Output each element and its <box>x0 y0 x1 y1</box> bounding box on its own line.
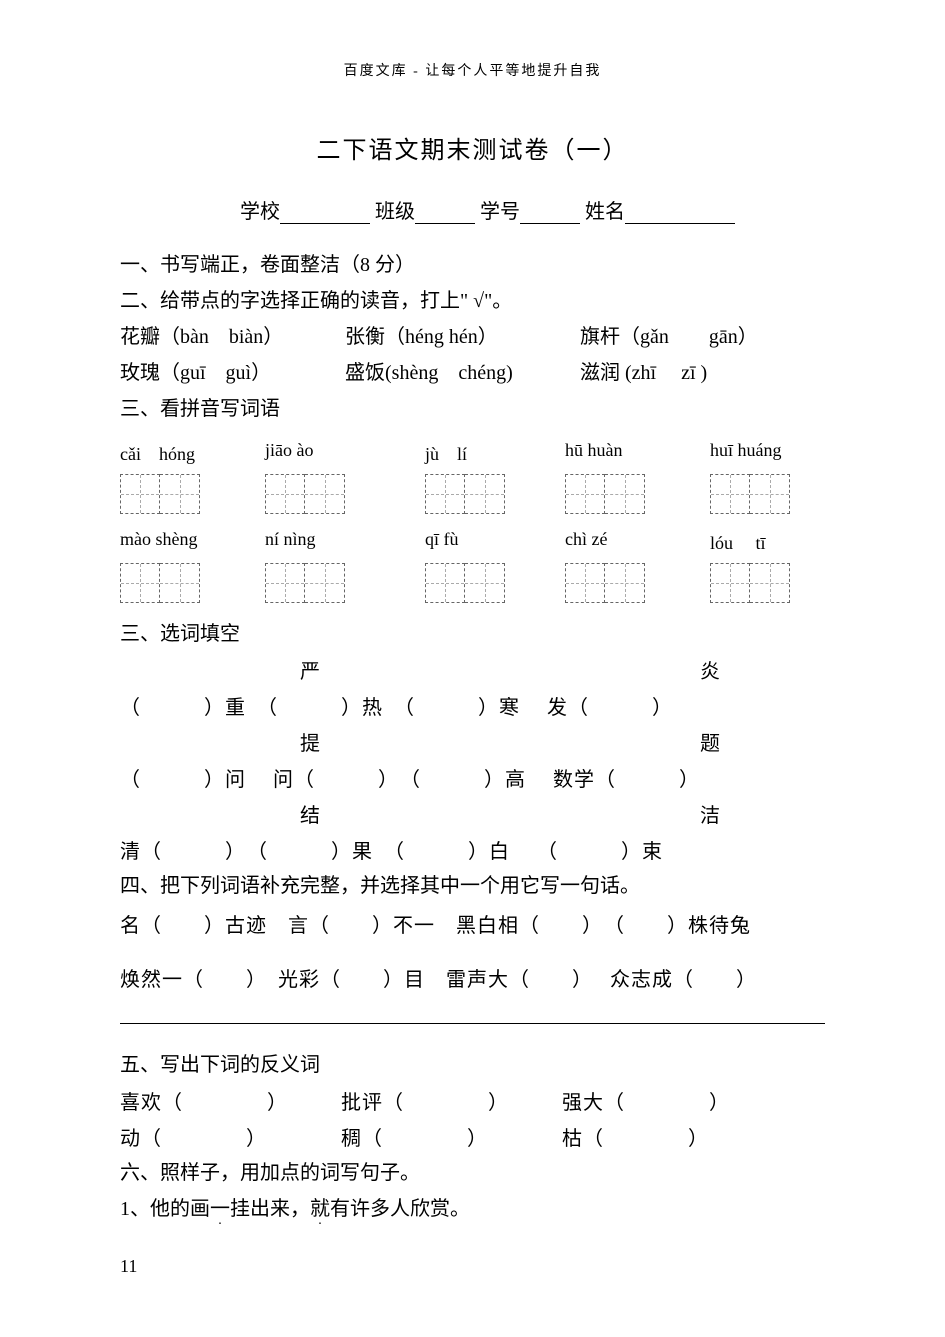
name-blank <box>625 223 735 224</box>
char-box-pair <box>425 474 505 514</box>
pinyin-row-2: mào shèng ní nìng qī fù chì zé lóu tī <box>120 529 825 555</box>
char-box <box>710 563 750 603</box>
char-box <box>305 474 345 514</box>
fill-group-3-chars: 结 洁 <box>120 798 825 834</box>
char-box-pair <box>265 563 345 603</box>
section-1-heading: 一、书写端正，卷面整洁（8 分） <box>120 249 825 281</box>
q2-item-1: 花瓣（bàn biàn） <box>120 321 340 353</box>
section-5-line-1: 喜欢（ ） 批评（ ） 强大（ ） <box>120 1085 825 1121</box>
s6-mid: 挂出来， <box>230 1198 310 1220</box>
pinyin-2-4: chì zé <box>565 529 710 555</box>
school-blank <box>280 223 370 224</box>
section-2-row1: 花瓣（bàn biàn） 张衡（héng hén） 旗杆（gǎn gān） <box>120 321 825 353</box>
char-box-pair <box>565 474 645 514</box>
char-box <box>710 474 750 514</box>
pinyin-2-2: ní nìng <box>265 529 425 555</box>
student-info-line: 学校 班级 学号 姓名 <box>120 195 825 224</box>
school-label: 学校 <box>240 201 280 223</box>
section-4-line-1: 名（ ）古迹 言（ ）不一 黑白相（ ） （ ）株待兔 <box>120 908 825 944</box>
char-box-row-1 <box>120 474 825 514</box>
char-box-row-2 <box>120 563 825 603</box>
char-box <box>305 563 345 603</box>
page-header: 百度文库 - 让每个人平等地提升自我 <box>120 60 825 80</box>
char-box <box>265 563 305 603</box>
char-box <box>565 563 605 603</box>
char-box <box>265 474 305 514</box>
pinyin-2-5: lóu tī <box>710 529 766 555</box>
id-label: 学号 <box>480 201 520 223</box>
document-title: 二下语文期末测试卷（一） <box>120 130 825 165</box>
fill-group-1-line: （ ）重 （ ）热 （ ）寒 发（ ） <box>120 690 825 726</box>
class-blank <box>415 223 475 224</box>
dotted-char-jiu: 就 <box>310 1193 330 1225</box>
dotted-char-yi: 一 <box>210 1193 230 1225</box>
char-box-pair <box>565 563 645 603</box>
char-box-pair <box>710 474 790 514</box>
section-3a-heading: 三、看拼音写词语 <box>120 393 825 425</box>
char-box-pair <box>265 474 345 514</box>
q2-item-6: 滋润 (zhī zī ) <box>580 357 707 389</box>
char-box-pair <box>710 563 790 603</box>
char-box-pair <box>425 563 505 603</box>
q2-item-4: 玫瑰（guī guì） <box>120 357 340 389</box>
pinyin-1-5: huī huáng <box>710 440 782 466</box>
fill-group-2-chars: 提 题 <box>120 726 825 762</box>
section-5-line-2: 动（ ） 稠（ ） 枯（ ） <box>120 1121 825 1157</box>
section-5-heading: 五、写出下词的反义词 <box>120 1049 825 1081</box>
char-box <box>750 474 790 514</box>
char-box <box>465 563 505 603</box>
char-box <box>160 563 200 603</box>
class-label: 班级 <box>375 201 415 223</box>
char-box <box>605 563 645 603</box>
q2-item-5: 盛饭(shèng chéng) <box>345 357 575 389</box>
char-box <box>120 563 160 603</box>
char-box <box>425 563 465 603</box>
fill-group-2-line: （ ）问 问（ ） （ ）高 数学（ ） <box>120 762 825 798</box>
pinyin-1-1: cǎi hóng <box>120 440 265 466</box>
char-box <box>750 563 790 603</box>
fill-group-3-line: 清（ ） （ ）果 （ ）白 （ ）束 <box>120 834 825 870</box>
section-3b-heading: 三、选词填空 <box>120 618 825 650</box>
page-number: 11 <box>120 1256 137 1277</box>
char-box <box>425 474 465 514</box>
q2-item-2: 张衡（héng hén） <box>345 321 575 353</box>
char-box-pair <box>120 563 200 603</box>
section-4-line-2: 焕然一（ ） 光彩（ ）目 雷声大（ ） 众志成（ ） <box>120 962 825 998</box>
name-label: 姓名 <box>585 201 625 223</box>
char-box <box>160 474 200 514</box>
char-box <box>120 474 160 514</box>
section-4-heading: 四、把下列词语补充完整，并选择其中一个用它写一句话。 <box>120 870 825 902</box>
section-2-row2: 玫瑰（guī guì） 盛饭(shèng chéng) 滋润 (zhī zī ) <box>120 357 825 389</box>
pinyin-1-2: jiāo ào <box>265 440 425 466</box>
s6-suffix: 有许多人欣赏。 <box>330 1198 470 1220</box>
pinyin-2-1: mào shèng <box>120 529 265 555</box>
s6-prefix: 1、他的画 <box>120 1198 210 1220</box>
divider-line <box>120 1023 825 1024</box>
char-box <box>605 474 645 514</box>
id-blank <box>520 223 580 224</box>
char-box <box>565 474 605 514</box>
pinyin-row-1: cǎi hóng jiāo ào jù lí hū huàn huī huáng <box>120 440 825 466</box>
pinyin-2-3: qī fù <box>425 529 565 555</box>
section-2-heading: 二、给带点的字选择正确的读音，打上" √"。 <box>120 285 825 317</box>
q2-item-3: 旗杆（gǎn gān） <box>580 321 758 353</box>
pinyin-1-4: hū huàn <box>565 440 710 466</box>
char-box <box>465 474 505 514</box>
char-box-pair <box>120 474 200 514</box>
fill-group-1-chars: 严 炎 <box>120 654 825 690</box>
section-6-line-1: 1、他的画一挂出来，就有许多人欣赏。 <box>120 1193 825 1225</box>
pinyin-1-3: jù lí <box>425 440 565 466</box>
section-6-heading: 六、照样子，用加点的词写句子。 <box>120 1157 825 1189</box>
